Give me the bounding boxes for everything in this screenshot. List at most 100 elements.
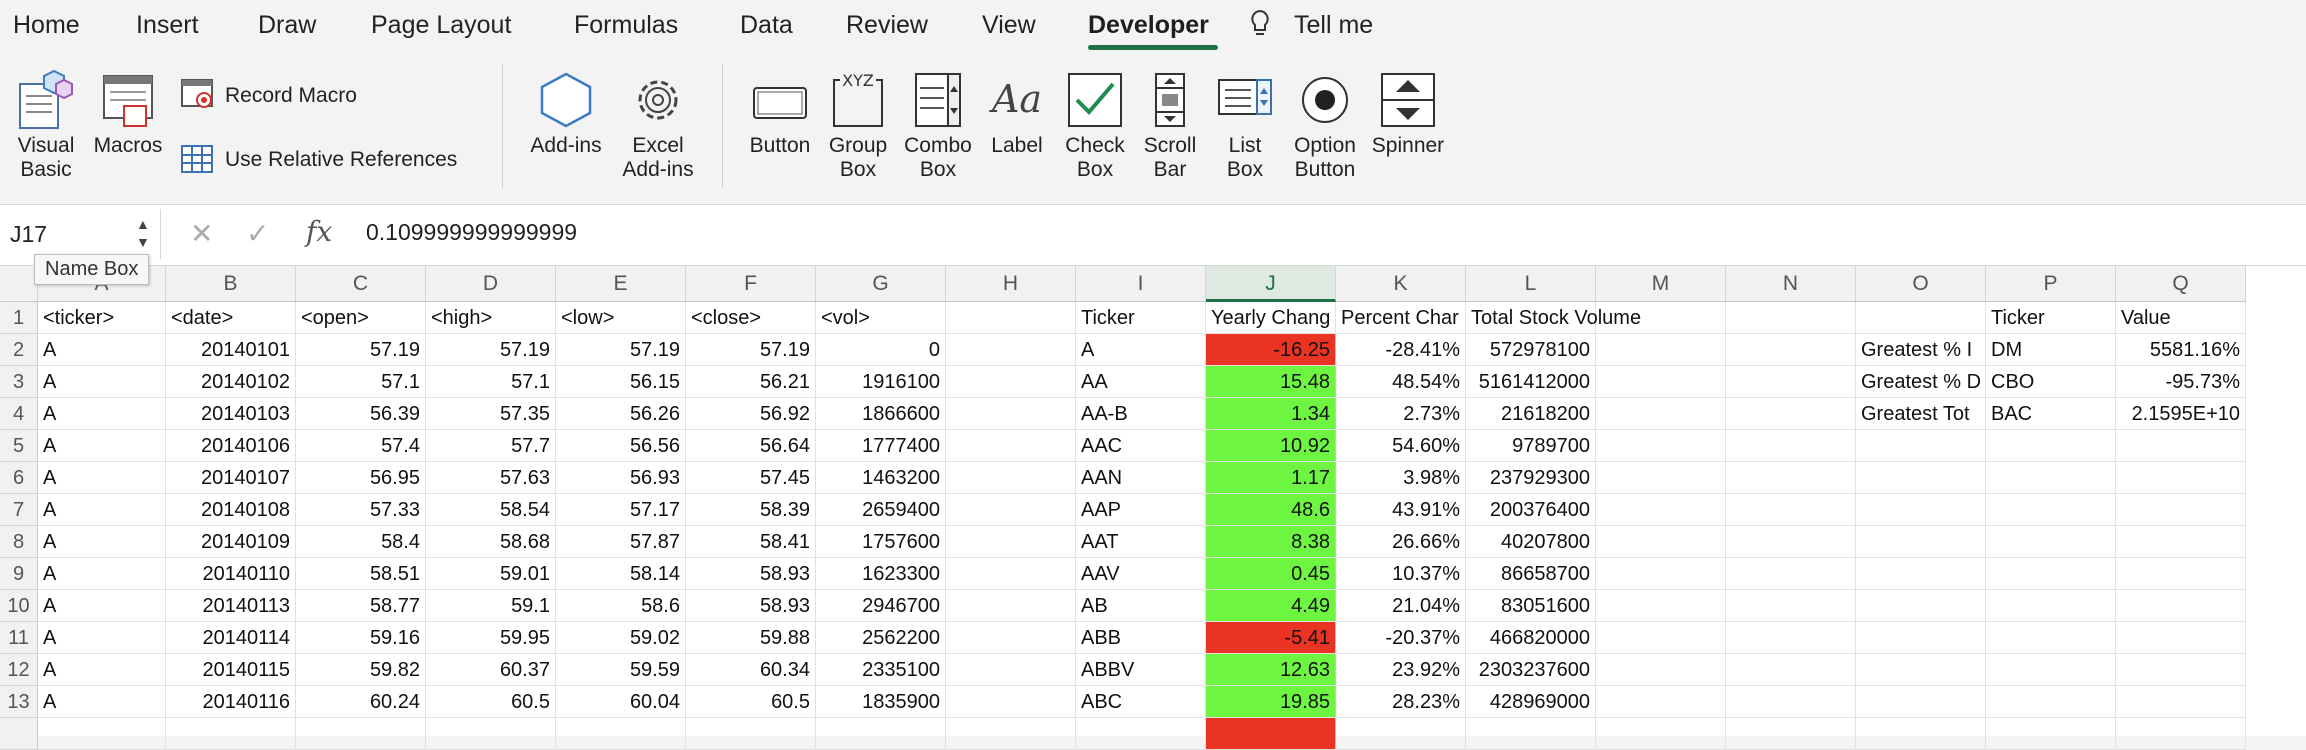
tab-data[interactable]: Data [740, 11, 793, 39]
cell-f5[interactable]: 56.64 [686, 430, 816, 462]
cell-e9[interactable]: 58.14 [556, 558, 686, 590]
cell-i10[interactable]: AB [1076, 590, 1206, 622]
check-box-control[interactable]: Check Box [1058, 70, 1132, 182]
cell-l3[interactable]: 5161412000 [1466, 366, 1596, 398]
cell-c12[interactable]: 59.82 [296, 654, 426, 686]
cell-p6[interactable] [1986, 462, 2116, 494]
cell-l13[interactable]: 428969000 [1466, 686, 1596, 718]
cell-d12[interactable]: 60.37 [426, 654, 556, 686]
cell-j3[interactable]: 15.48 [1206, 366, 1336, 398]
cell-k5[interactable]: 54.60% [1336, 430, 1466, 462]
cell-h3[interactable] [946, 366, 1076, 398]
cell-ix[interactable] [1076, 718, 1206, 750]
cell-l9[interactable]: 86658700 [1466, 558, 1596, 590]
cell-j10[interactable]: 4.49 [1206, 590, 1336, 622]
cell-a2[interactable]: A [38, 334, 166, 366]
cell-e6[interactable]: 56.93 [556, 462, 686, 494]
column-header-b[interactable]: B [166, 266, 296, 302]
column-header-k[interactable]: K [1336, 266, 1466, 302]
cell-n8[interactable] [1726, 526, 1856, 558]
cell-q6[interactable] [2116, 462, 2246, 494]
cell-m5[interactable] [1596, 430, 1726, 462]
cell-h11[interactable] [946, 622, 1076, 654]
spinner-control[interactable]: Spinner [1368, 70, 1448, 158]
cell-o13[interactable] [1856, 686, 1986, 718]
cell-d10[interactable]: 59.1 [426, 590, 556, 622]
cell-p3[interactable]: CBO [1986, 366, 2116, 398]
cell-l8[interactable]: 40207800 [1466, 526, 1596, 558]
cell-i4[interactable]: AA-B [1076, 398, 1206, 430]
cell-kx[interactable] [1336, 718, 1466, 750]
row-header[interactable]: 9 [0, 558, 38, 590]
cell-b8[interactable]: 20140109 [166, 526, 296, 558]
cell-j4[interactable]: 1.34 [1206, 398, 1336, 430]
cell-g8[interactable]: 1757600 [816, 526, 946, 558]
cell-a13[interactable]: A [38, 686, 166, 718]
column-header-p[interactable]: P [1986, 266, 2116, 302]
insert-function-icon[interactable]: fx [306, 215, 333, 248]
cell-g12[interactable]: 2335100 [816, 654, 946, 686]
cell-d8[interactable]: 58.68 [426, 526, 556, 558]
cell-h6[interactable] [946, 462, 1076, 494]
cell-p11[interactable] [1986, 622, 2116, 654]
cell-h13[interactable] [946, 686, 1076, 718]
cell-c9[interactable]: 58.51 [296, 558, 426, 590]
cell-a9[interactable]: A [38, 558, 166, 590]
cell-d4[interactable]: 57.35 [426, 398, 556, 430]
cell-d7[interactable]: 58.54 [426, 494, 556, 526]
column-header-m[interactable]: M [1596, 266, 1726, 302]
cell-e10[interactable]: 58.6 [556, 590, 686, 622]
cell-m2[interactable] [1596, 334, 1726, 366]
cell-ax[interactable] [38, 718, 166, 750]
cell-a11[interactable]: A [38, 622, 166, 654]
cell-a12[interactable]: A [38, 654, 166, 686]
name-box-stepper-icon[interactable]: ▲ ▼ [136, 216, 150, 250]
tab-page-layout[interactable]: Page Layout [371, 11, 512, 39]
cell-l11[interactable]: 466820000 [1466, 622, 1596, 654]
cell-o3[interactable]: Greatest % D [1856, 366, 1986, 398]
excel-add-ins-button[interactable]: Excel Add-ins [614, 70, 702, 182]
cell-b3[interactable]: 20140102 [166, 366, 296, 398]
cell-p2[interactable]: DM [1986, 334, 2116, 366]
cell-g11[interactable]: 2562200 [816, 622, 946, 654]
cell-q2[interactable]: 5581.16% [2116, 334, 2246, 366]
cell-n2[interactable] [1726, 334, 1856, 366]
cell-k3[interactable]: 48.54% [1336, 366, 1466, 398]
cell-ex[interactable] [556, 718, 686, 750]
cell-q10[interactable] [2116, 590, 2246, 622]
cell-q11[interactable] [2116, 622, 2246, 654]
cell-i3[interactable]: AA [1076, 366, 1206, 398]
cell-q5[interactable] [2116, 430, 2246, 462]
cell-h7[interactable] [946, 494, 1076, 526]
cell-n6[interactable] [1726, 462, 1856, 494]
cell-e1[interactable]: <low> [556, 302, 686, 334]
cell-e8[interactable]: 57.87 [556, 526, 686, 558]
cell-d13[interactable]: 60.5 [426, 686, 556, 718]
cell-h9[interactable] [946, 558, 1076, 590]
cell-j8[interactable]: 8.38 [1206, 526, 1336, 558]
cell-b7[interactable]: 20140108 [166, 494, 296, 526]
cell-o2[interactable]: Greatest % I [1856, 334, 1986, 366]
cell-l4[interactable]: 21618200 [1466, 398, 1596, 430]
cell-d5[interactable]: 57.7 [426, 430, 556, 462]
cell-q13[interactable] [2116, 686, 2246, 718]
row-header[interactable]: 1 [0, 302, 38, 334]
column-header-j[interactable]: J [1206, 266, 1336, 302]
cell-g13[interactable]: 1835900 [816, 686, 946, 718]
cell-h12[interactable] [946, 654, 1076, 686]
cell-p4[interactable]: BAC [1986, 398, 2116, 430]
cell-e4[interactable]: 56.26 [556, 398, 686, 430]
cell-b12[interactable]: 20140115 [166, 654, 296, 686]
cell-b6[interactable]: 20140107 [166, 462, 296, 494]
cell-o6[interactable] [1856, 462, 1986, 494]
cell-hx[interactable] [946, 718, 1076, 750]
tab-insert[interactable]: Insert [136, 11, 199, 39]
cell-p10[interactable] [1986, 590, 2116, 622]
cell-a3[interactable]: A [38, 366, 166, 398]
cell-bx[interactable] [166, 718, 296, 750]
cell-b1[interactable]: <date> [166, 302, 296, 334]
formula-input[interactable]: 0.109999999999999 [366, 219, 578, 245]
row-header[interactable] [0, 718, 38, 750]
button-control[interactable]: Button [742, 70, 818, 158]
cell-f13[interactable]: 60.5 [686, 686, 816, 718]
